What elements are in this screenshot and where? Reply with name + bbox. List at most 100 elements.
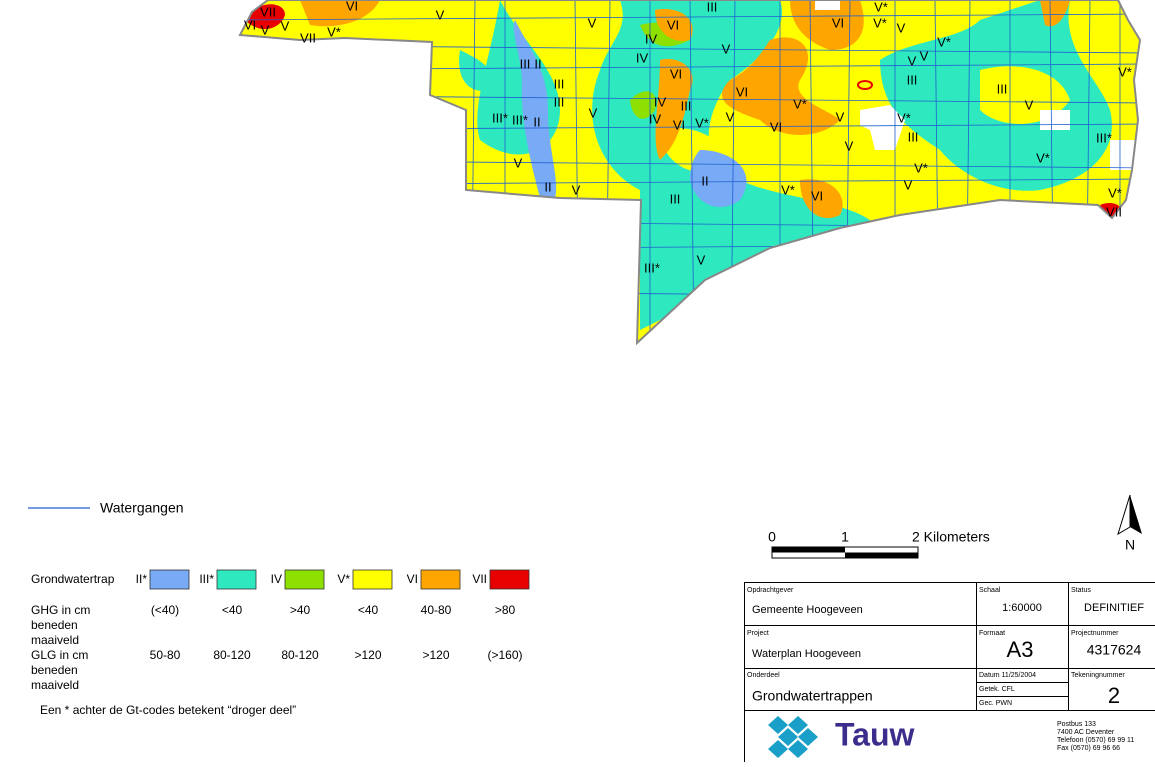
map-label: IV [645,31,658,46]
map-label: V [897,20,906,35]
map-label: III* [512,112,528,127]
map-label: VI [770,119,782,134]
map-label: III [997,81,1008,96]
map-label: V [722,41,731,56]
map-label: III* [1096,130,1112,145]
glg-value: (>160) [487,648,522,662]
address-line: 7400 AC Deventer [1057,729,1115,736]
legend-code: VII [472,572,487,586]
tb-label: Datum 11/25/2004 [979,672,1036,679]
map-label: VI [346,0,358,13]
map-label: V [836,109,845,124]
map-label: III [707,0,718,14]
map-label: IV [649,111,662,126]
map-label: V* [874,0,888,14]
ghg-value: >40 [290,603,311,617]
map-label: V* [327,24,341,39]
glg-label: GLG in cm [31,648,88,662]
scale-bar-segment [772,547,845,553]
map-label: V [572,182,581,197]
map-label: V* [937,34,951,49]
legend-swatch [150,570,189,589]
north-label: N [1125,537,1135,553]
map-label: II [701,173,708,188]
watercourse-label: Watergangen [100,500,184,516]
map-label: VI [667,17,679,32]
map-label: V [436,7,445,22]
address-line: Postbus 133 [1057,721,1096,728]
north-arrow [1118,495,1130,534]
legend-classes: II*(<40)50-80III*<4080-120IV>4080-120V*<… [31,570,529,692]
glg-label: maaiveld [31,678,79,692]
map-label: VI [811,188,823,203]
map-label: III [670,191,681,206]
map-label: V* [1108,185,1122,200]
legend-swatch [353,570,392,589]
tb-value: A3 [1007,637,1034,662]
glg-value: 50-80 [150,648,181,662]
map-label: V [1025,97,1034,112]
ghg-value: <40 [222,603,243,617]
map-label: V* [1118,64,1132,79]
legend-code: IV [271,572,282,586]
map-label: V* [1036,150,1050,165]
map-label: III [554,94,565,109]
map-label: VII [1106,204,1122,219]
tb-value: 2 [1108,683,1120,708]
scale-bar-segment [845,553,918,559]
map-label: V [904,177,913,192]
legend-swatch [490,570,529,589]
map-label: III* [492,110,508,125]
legend-code: II* [136,572,148,586]
map-label: III [907,72,918,87]
map-label: V [261,22,270,37]
map-label: V* [897,110,911,125]
legend-code: VI [407,572,418,586]
map-label: VI [832,15,844,30]
tb-value: 1:60000 [1002,602,1042,614]
legend-code: V* [337,572,350,586]
tb-label: Getek. CFL [979,686,1015,693]
legend-swatch [421,570,460,589]
glg-value: >120 [354,648,381,662]
map-label: II [533,114,540,129]
legend-swatch [285,570,324,589]
tb-label: Tekeningnummer [1071,672,1125,679]
tb-value: Waterplan Hoogeveen [752,648,861,660]
map-label: V [588,15,597,30]
company-name: Tauw [835,716,915,752]
ghg-value: 40-80 [421,603,452,617]
tb-value: DEFINITIEF [1084,602,1144,614]
map-label: VI [670,66,682,81]
map-label: VI [244,17,256,32]
scale-tick-label: 0 [768,529,776,545]
map-label: V* [793,96,807,111]
map-label: VI [673,117,685,132]
map-area [230,0,1150,350]
map-label: V* [914,160,928,175]
map-label: VII [260,4,276,19]
tb-label: Projectnummer [1071,630,1119,637]
glg-label: beneden [31,663,78,677]
map-label: III [554,76,565,91]
map-label: V [726,109,735,124]
map-label: III [520,56,531,71]
legend-title: Grondwatertrap [31,572,115,586]
tb-label: Formaat [979,630,1005,637]
map-label: V [589,105,598,120]
map-label: V* [695,115,709,130]
ghg-label: maaiveld [31,633,79,647]
tb-value: Gemeente Hoogeveen [752,604,863,616]
tb-value: 4317624 [1087,642,1142,658]
company-logo [768,716,818,758]
map-label: III [908,129,919,144]
map-label: V* [873,15,887,30]
legend-swatch [217,570,256,589]
tb-label: Project [747,630,769,637]
ghg-value: >80 [495,603,516,617]
map-label: III* [644,260,660,275]
tb-label: Gec. PWN [979,700,1012,707]
tb-label: Opdrachtgever [747,587,794,594]
map-label: VI [736,84,748,99]
tb-label: Status [1071,587,1091,594]
